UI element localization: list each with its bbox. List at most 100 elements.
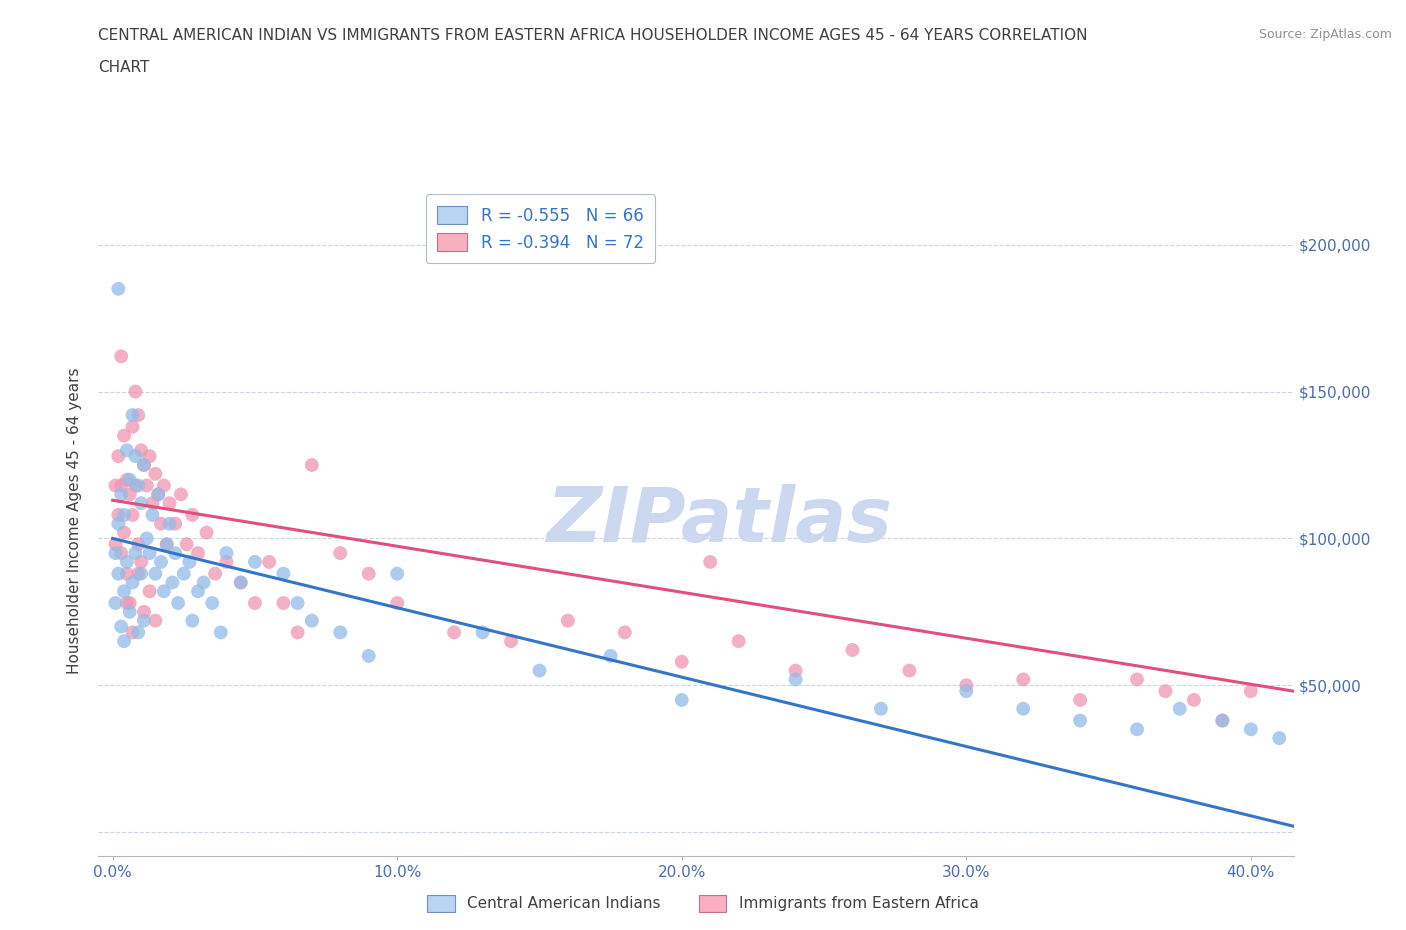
Point	[870, 701, 893, 716]
Point	[785, 663, 807, 678]
Point	[132, 604, 155, 619]
Point	[1154, 684, 1177, 698]
Point	[204, 566, 226, 581]
Point	[104, 478, 127, 493]
Point	[195, 525, 218, 540]
Point	[785, 672, 807, 687]
Point	[153, 478, 176, 493]
Point	[110, 349, 132, 364]
Point	[209, 625, 232, 640]
Point	[165, 546, 187, 561]
Point	[170, 487, 193, 502]
Point	[1126, 722, 1149, 737]
Point	[1240, 722, 1263, 737]
Point	[187, 584, 209, 599]
Point	[287, 595, 309, 610]
Point	[173, 566, 195, 581]
Point	[107, 566, 129, 581]
Point	[138, 546, 160, 561]
Point	[1069, 693, 1091, 708]
Point	[118, 604, 141, 619]
Point	[141, 508, 163, 523]
Point	[104, 537, 127, 551]
Point	[165, 516, 187, 531]
Point	[107, 449, 129, 464]
Point	[243, 595, 266, 610]
Point	[301, 613, 323, 628]
Point	[118, 472, 141, 487]
Text: CHART: CHART	[98, 60, 150, 75]
Point	[112, 525, 135, 540]
Point	[1211, 713, 1233, 728]
Point	[329, 546, 352, 561]
Point	[156, 537, 179, 551]
Point	[1069, 713, 1091, 728]
Point	[1268, 731, 1291, 746]
Point	[129, 554, 152, 569]
Point	[124, 478, 146, 493]
Point	[110, 546, 132, 561]
Point	[143, 613, 166, 628]
Point	[118, 487, 141, 502]
Point	[385, 595, 409, 610]
Point	[143, 566, 166, 581]
Point	[1240, 684, 1263, 698]
Point	[132, 458, 155, 472]
Point	[499, 633, 522, 648]
Point	[148, 487, 170, 502]
Point	[124, 449, 146, 464]
Point	[110, 619, 132, 634]
Point	[287, 625, 309, 640]
Point	[110, 478, 132, 493]
Point	[257, 554, 280, 569]
Point	[150, 554, 173, 569]
Point	[1168, 701, 1191, 716]
Legend: R = -0.555   N = 66, R = -0.394   N = 72: R = -0.555 N = 66, R = -0.394 N = 72	[426, 194, 655, 263]
Point	[529, 663, 551, 678]
Point	[107, 516, 129, 531]
Point	[115, 595, 138, 610]
Point	[124, 384, 146, 399]
Point	[107, 282, 129, 297]
Point	[135, 478, 157, 493]
Point	[115, 472, 138, 487]
Point	[162, 575, 184, 590]
Point	[167, 595, 190, 610]
Point	[129, 443, 152, 458]
Point	[187, 546, 209, 561]
Point	[127, 566, 149, 581]
Point	[159, 516, 181, 531]
Point	[121, 508, 143, 523]
Point	[121, 407, 143, 422]
Point	[443, 625, 465, 640]
Point	[141, 496, 163, 511]
Point	[181, 613, 204, 628]
Point	[1012, 672, 1035, 687]
Point	[112, 584, 135, 599]
Point	[1012, 701, 1035, 716]
Point	[898, 663, 921, 678]
Point	[112, 633, 135, 648]
Point	[193, 575, 215, 590]
Point	[112, 428, 135, 443]
Point	[159, 496, 181, 511]
Point	[153, 584, 176, 599]
Point	[127, 537, 149, 551]
Legend: Central American Indians, Immigrants from Eastern Africa: Central American Indians, Immigrants fro…	[422, 889, 984, 918]
Point	[557, 613, 579, 628]
Point	[156, 537, 179, 551]
Point	[127, 625, 149, 640]
Point	[357, 648, 380, 663]
Point	[727, 633, 749, 648]
Point	[215, 546, 238, 561]
Point	[115, 554, 138, 569]
Point	[671, 693, 693, 708]
Point	[104, 546, 127, 561]
Point	[118, 595, 141, 610]
Point	[243, 554, 266, 569]
Point	[132, 458, 155, 472]
Point	[121, 575, 143, 590]
Point	[127, 478, 149, 493]
Point	[613, 625, 636, 640]
Point	[599, 648, 621, 663]
